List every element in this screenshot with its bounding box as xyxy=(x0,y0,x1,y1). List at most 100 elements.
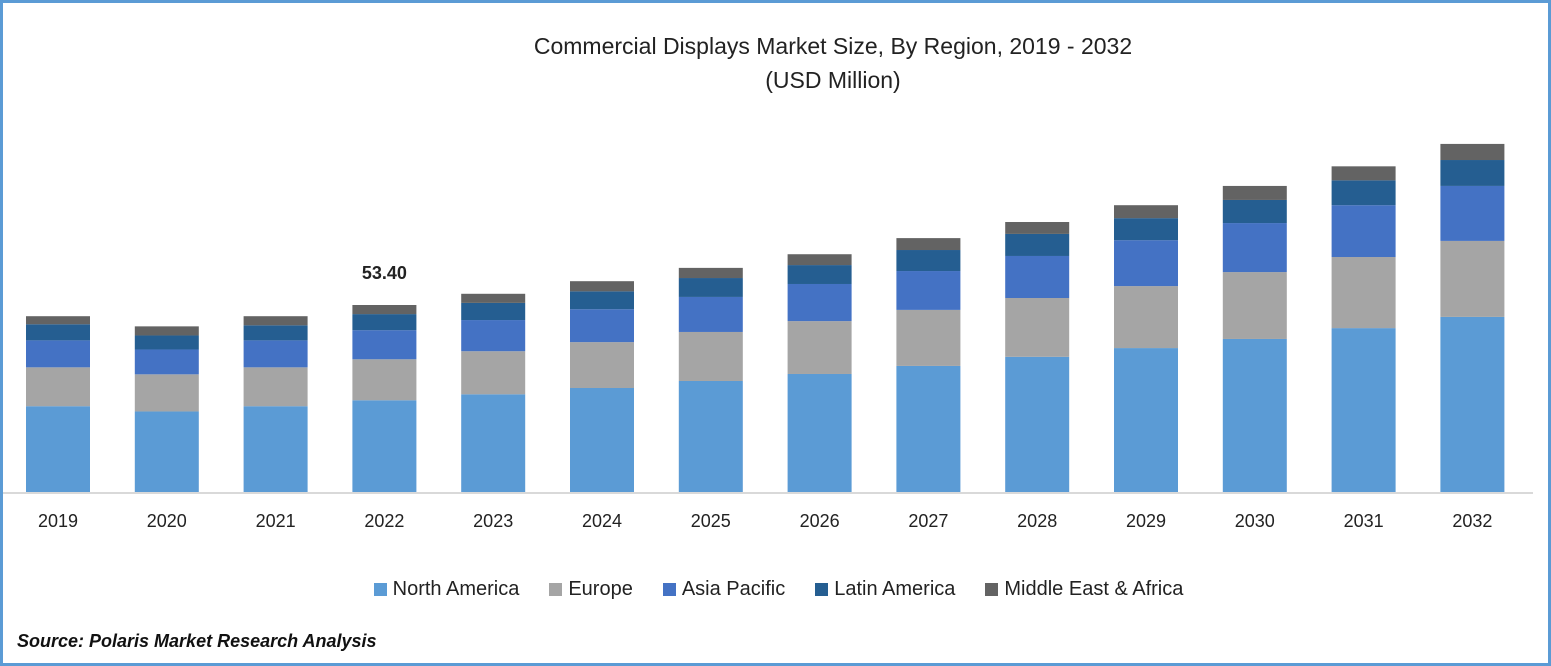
x-tick-label: 2023 xyxy=(473,511,513,531)
x-tick-label: 2031 xyxy=(1344,511,1384,531)
legend-label: Europe xyxy=(568,578,633,600)
bar-segment-north-america-2031 xyxy=(1331,328,1396,492)
bar-segment-europe-2030 xyxy=(1222,272,1287,339)
bar-segment-middle-east-africa-2028 xyxy=(1005,222,1070,234)
bar-segment-europe-2020 xyxy=(134,374,199,412)
legend-label: North America xyxy=(392,578,520,600)
bar-segment-europe-2029 xyxy=(1114,286,1178,349)
legend-label: Middle East & Africa xyxy=(1004,578,1184,600)
bar-segment-middle-east-africa-2023 xyxy=(461,293,526,303)
bar-segment-europe-2027 xyxy=(896,309,961,366)
x-tick-label: 2024 xyxy=(582,511,622,531)
bar-segment-asia-pacific-2029 xyxy=(1114,240,1178,287)
bar-segment-middle-east-africa-2030 xyxy=(1222,185,1287,200)
bar-segment-asia-pacific-2030 xyxy=(1222,223,1287,273)
bar-segment-europe-2025 xyxy=(678,331,743,381)
bar-segment-asia-pacific-2028 xyxy=(1005,255,1070,298)
bar-segment-asia-pacific-2019 xyxy=(26,340,90,368)
bar-segment-europe-2019 xyxy=(26,367,90,407)
bar-segment-europe-2024 xyxy=(570,342,634,388)
bar-segment-asia-pacific-2020 xyxy=(134,349,199,375)
bar-segment-latin-america-2024 xyxy=(570,291,634,310)
bar-segment-latin-america-2029 xyxy=(1114,218,1178,241)
x-tick-label: 2032 xyxy=(1452,511,1492,531)
bar-segment-latin-america-2026 xyxy=(787,265,852,284)
legend-swatch xyxy=(815,583,829,596)
bar-segment-north-america-2025 xyxy=(678,380,743,492)
bar-segment-middle-east-africa-2024 xyxy=(570,281,634,292)
bar-segment-north-america-2030 xyxy=(1222,338,1287,492)
bar-segment-asia-pacific-2025 xyxy=(678,296,743,332)
chart-subtitle: (USD Million) xyxy=(765,67,901,93)
bar-segment-latin-america-2021 xyxy=(243,325,308,341)
x-tick-label: 2021 xyxy=(256,511,296,531)
bar-segment-middle-east-africa-2020 xyxy=(134,326,199,336)
bar-segment-latin-america-2028 xyxy=(1005,233,1070,256)
bar-segment-latin-america-2031 xyxy=(1331,180,1396,206)
bar-segment-middle-east-africa-2021 xyxy=(243,316,308,326)
legend-swatch xyxy=(373,583,387,596)
bar-segment-north-america-2022 xyxy=(352,400,417,492)
legend-item: Europe xyxy=(549,578,633,601)
bar-segment-europe-2021 xyxy=(243,367,308,407)
x-tick-label: 2028 xyxy=(1017,511,1057,531)
legend-item: Asia Pacific xyxy=(662,578,786,601)
bar-segment-middle-east-africa-2029 xyxy=(1114,205,1178,219)
bar-segment-north-america-2021 xyxy=(243,406,308,492)
bar-segment-north-america-2027 xyxy=(896,365,961,492)
bar-segment-europe-2032 xyxy=(1440,240,1505,317)
bar-segment-asia-pacific-2027 xyxy=(896,271,961,310)
bar-segment-north-america-2029 xyxy=(1114,348,1178,492)
x-tick-label: 2026 xyxy=(800,511,840,531)
bar-segment-north-america-2032 xyxy=(1440,316,1505,492)
bar-segment-north-america-2028 xyxy=(1005,356,1070,492)
plot-area: 2019 2020 2021 2022 53.40 2023 2024 2025 2026 202… xyxy=(3,143,1533,531)
legend-item: North America xyxy=(373,578,520,601)
source-note: Source: Polaris Market Research Analysis xyxy=(17,631,377,651)
bar-segment-middle-east-africa-2019 xyxy=(26,316,90,325)
legend-label: Asia Pacific xyxy=(681,578,786,600)
bar-segment-north-america-2020 xyxy=(134,411,199,492)
x-tick-label: 2019 xyxy=(38,511,78,531)
x-tick-label: 2027 xyxy=(908,511,948,531)
legend: North America Europe Asia Pacific Latin Ame… xyxy=(3,578,1548,601)
bar-segment-middle-east-africa-2026 xyxy=(787,254,852,266)
x-tick-label: 2020 xyxy=(147,511,187,531)
bar-segment-north-america-2024 xyxy=(570,387,634,492)
chart-title: Commercial Displays Market Size, By Regi… xyxy=(533,33,1133,59)
data-label: 53.40 xyxy=(362,263,407,283)
legend-label: Latin America xyxy=(834,578,956,600)
bar-segment-north-america-2023 xyxy=(461,394,526,492)
bar-segment-latin-america-2030 xyxy=(1222,199,1287,224)
bar-segment-asia-pacific-2023 xyxy=(461,320,526,352)
bar-segment-europe-2022 xyxy=(352,359,417,401)
bar-segment-middle-east-africa-2025 xyxy=(678,267,743,279)
bar-segment-middle-east-africa-2022 xyxy=(352,305,417,315)
bar-segment-asia-pacific-2026 xyxy=(787,283,852,322)
legend-swatch xyxy=(662,583,676,596)
bar-segment-middle-east-africa-2032 xyxy=(1440,143,1505,161)
bar-segment-europe-2026 xyxy=(787,321,852,374)
legend-swatch xyxy=(549,583,563,596)
bar-segment-asia-pacific-2024 xyxy=(570,309,634,343)
legend-item: Middle East & Africa xyxy=(985,578,1183,601)
bar-segment-north-america-2019 xyxy=(26,406,90,492)
legend-item: Latin America xyxy=(815,578,955,601)
bar-segment-latin-america-2022 xyxy=(352,314,417,331)
bar-segment-asia-pacific-2031 xyxy=(1331,205,1396,258)
bar-segment-latin-america-2019 xyxy=(26,324,90,341)
bar-segment-europe-2031 xyxy=(1331,257,1396,329)
bar-segment-latin-america-2025 xyxy=(678,278,743,297)
bar-segment-latin-america-2032 xyxy=(1440,160,1505,186)
bar-segment-asia-pacific-2021 xyxy=(243,340,308,368)
x-tick-label: 2029 xyxy=(1126,511,1166,531)
x-tick-label: 2030 xyxy=(1235,511,1275,531)
bar-segment-latin-america-2020 xyxy=(134,335,199,350)
bar-segment-asia-pacific-2022 xyxy=(352,330,417,360)
bar-segment-latin-america-2023 xyxy=(461,302,526,321)
bar-segment-europe-2023 xyxy=(461,351,526,395)
bar-segment-middle-east-africa-2031 xyxy=(1331,166,1396,181)
bar-segment-middle-east-africa-2027 xyxy=(896,238,961,251)
legend-swatch xyxy=(985,583,999,596)
